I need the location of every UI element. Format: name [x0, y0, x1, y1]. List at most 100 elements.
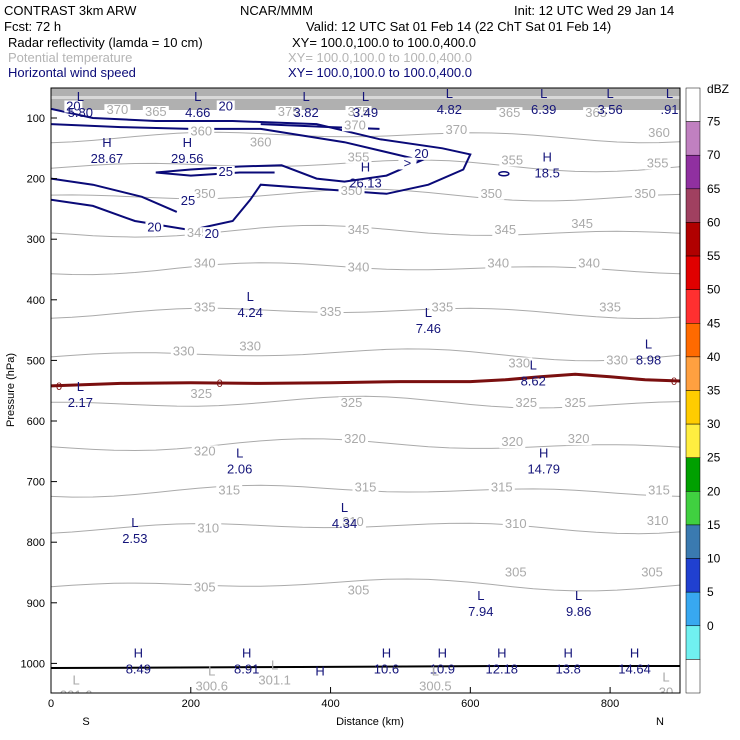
extremum-value: 5.80 [68, 105, 93, 120]
colorbar-swatch [685, 659, 701, 694]
extremum-value: 4.34 [332, 516, 357, 531]
colorbar-unit: dBZ [707, 82, 729, 96]
extremum-marker: L [477, 588, 484, 603]
colorbar-swatch [685, 558, 701, 593]
extremum-marker: H [361, 159, 370, 174]
theta-label-bg [583, 107, 610, 120]
theta-label: 310 [342, 514, 364, 529]
extremum-marker: H [382, 645, 391, 660]
extremum-value: 7.46 [416, 321, 441, 336]
theta-label: 345 [571, 216, 593, 231]
wind-label-bg [412, 147, 431, 160]
extremum-value: 6.39 [531, 102, 556, 117]
y-tick-label: 400 [27, 295, 45, 307]
theta-isoline [51, 188, 680, 202]
theta-label-bg [502, 518, 529, 531]
wind-label-bg [178, 195, 197, 208]
theta-label-bg [485, 257, 512, 270]
theta-label: 330 [173, 343, 195, 358]
theta-label: 320 [501, 434, 523, 449]
theta-label: 375 [348, 104, 370, 119]
theta-label-bg [195, 522, 222, 535]
freezing-level-label: 0 [56, 381, 62, 393]
theta-label: 335 [432, 300, 454, 315]
theta-label: 325 [515, 395, 537, 410]
extremum-value: 4.24 [238, 305, 263, 320]
wind-isotach-cell [498, 171, 510, 177]
theta-label: 315 [648, 483, 670, 498]
colorbar-swatch [685, 121, 701, 156]
theta-label: 340 [578, 255, 600, 270]
theta-extremum-value: 301.1 [258, 673, 291, 688]
y-tick-label: 700 [27, 477, 45, 489]
extremum-value: 13.8 [556, 661, 581, 676]
theta-label: 320 [568, 431, 590, 446]
theta-label: 335 [320, 304, 342, 319]
colorbar-label: 45 [707, 316, 721, 330]
theta-isoline [51, 348, 680, 362]
extremum-value: 28.67 [91, 151, 124, 166]
freezing-level-label: 0 [671, 376, 677, 388]
theta-label: 330 [239, 338, 261, 353]
theta-label-bg [597, 301, 624, 314]
colorbar-swatch [685, 188, 701, 223]
extremum-marker: H [242, 645, 251, 660]
extremum-value: 14.79 [527, 461, 560, 476]
theta-label-bg [492, 224, 519, 237]
theta-label: 375 [278, 104, 300, 119]
extremum-value: 8.49 [126, 661, 151, 676]
theta-label: 345 [348, 222, 370, 237]
theta-label: 350 [634, 186, 656, 201]
extremum-value: 4.82 [437, 102, 462, 117]
theta-label: 335 [194, 300, 216, 315]
theta-label-bg [338, 396, 365, 409]
colorbar-label: 30 [707, 417, 721, 431]
extremum-marker: H [563, 645, 572, 660]
wind-label-bg [202, 227, 221, 240]
theta-label: 365 [585, 105, 607, 120]
extremum-value: 3.82 [293, 105, 318, 120]
wind-speed-label: 20 [205, 226, 219, 241]
field1-label: Radar reflectivity (lamda = 10 cm) [8, 35, 203, 50]
wind-speed-label: 20 [218, 99, 232, 114]
theta-isoline [51, 578, 680, 592]
colorbar-label: 65 [707, 182, 721, 196]
theta-label-bg [429, 301, 456, 314]
field2-xy: XY= 100.0,100.0 to 100.0,400.0 [288, 50, 472, 65]
theta-label-bg [191, 581, 218, 594]
theta-extremum-marker: L [662, 670, 669, 685]
extremum-marker: H [315, 664, 324, 679]
theta-label-bg [188, 387, 215, 400]
forecast-hour: Fcst: 72 h [4, 19, 62, 34]
theta-label-bg [345, 224, 372, 237]
freezing-level-line [51, 372, 680, 388]
theta-label-bg [569, 218, 596, 231]
theta-label-bg [338, 184, 365, 197]
theta-label: 310 [647, 513, 669, 528]
colorbar-label: 25 [707, 451, 721, 465]
wind-speed-label: 25 [181, 193, 195, 208]
theta-extremum-value: 301.6 [60, 688, 93, 703]
wind-label-bg [64, 100, 83, 113]
colorbar-swatch [685, 423, 701, 458]
colorbar-swatch [685, 390, 701, 425]
theta-label: 305 [641, 565, 663, 580]
extremum-marker: H [539, 445, 548, 460]
x-tick-label: 400 [321, 698, 339, 710]
theta-label-bg [345, 105, 372, 118]
theta-label-bg [478, 187, 505, 200]
theta-label: 370 [107, 102, 129, 117]
theta-label: 350 [194, 186, 216, 201]
wind-label-bg [398, 157, 417, 170]
extremum-marker: L [606, 86, 613, 101]
theta-label-bg [499, 154, 526, 167]
theta-label: 305 [194, 580, 216, 595]
theta-label: 350 [480, 186, 502, 201]
extremum-value: 2.53 [122, 531, 147, 546]
theta-label: 320 [194, 443, 216, 458]
south-label: S [82, 716, 89, 728]
extremum-marker: L [645, 336, 652, 351]
theta-label-bg [639, 566, 666, 579]
theta-label-bg [237, 340, 264, 353]
extremum-marker: L [236, 445, 243, 460]
